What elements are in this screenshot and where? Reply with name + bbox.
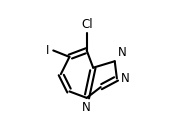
Text: N: N [121,72,130,85]
Text: N: N [82,101,91,114]
Text: N: N [118,45,127,59]
Text: Cl: Cl [81,18,92,30]
Text: I: I [46,44,49,57]
